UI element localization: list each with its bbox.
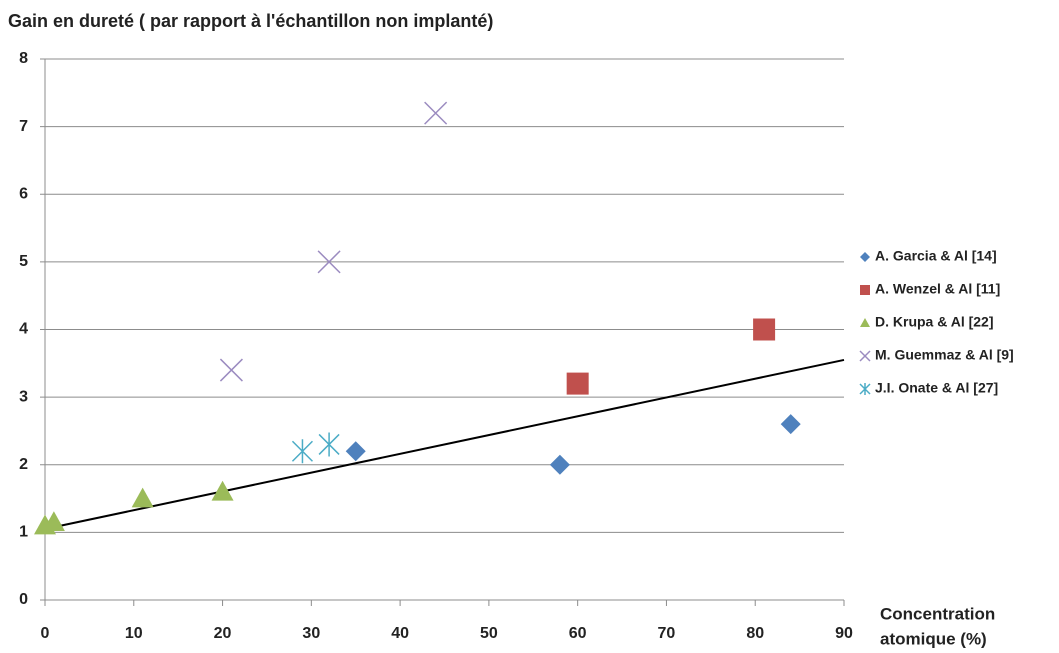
- legend-label: A. Garcia & Al [14]: [875, 248, 997, 264]
- y-tick-label: 4: [19, 321, 28, 338]
- y-tick-label: 2: [19, 456, 28, 473]
- x-tick-label: 20: [214, 625, 232, 642]
- y-tick-label: 6: [19, 185, 28, 202]
- legend-label: D. Krupa & Al [22]: [875, 314, 994, 330]
- y-tick-label: 5: [19, 253, 28, 270]
- x-tick-label: 40: [391, 625, 409, 642]
- chart-title: Gain en dureté ( par rapport à l'échanti…: [8, 11, 493, 31]
- x-tick-label: 70: [658, 625, 676, 642]
- x-axis-label: Concentration: [880, 604, 995, 623]
- marker: [291, 439, 313, 464]
- marker: [42, 511, 65, 532]
- legend: A. Garcia & Al [14] A. Wenzel & Al [11] D.…: [859, 248, 1014, 396]
- marker: [566, 372, 589, 395]
- y-tick-label: 8: [19, 50, 28, 67]
- marker: [860, 318, 870, 327]
- marker: [318, 432, 340, 457]
- x-tick-label: 50: [480, 625, 498, 642]
- y-tick-label: 7: [19, 118, 28, 135]
- legend-label: J.I. Onate & Al [27]: [875, 380, 998, 396]
- y-tick-label: 1: [19, 524, 28, 541]
- marker: [211, 480, 234, 501]
- legend-label: A. Wenzel & Al [11]: [875, 281, 1000, 297]
- marker: [549, 454, 570, 475]
- y-tick-label: 3: [19, 388, 28, 405]
- marker: [424, 101, 448, 125]
- marker: [859, 350, 871, 362]
- marker: [131, 487, 154, 508]
- marker: [860, 285, 870, 295]
- marker: [859, 383, 871, 395]
- marker: [317, 250, 341, 274]
- marker: [860, 252, 870, 262]
- legend-label: M. Guemmaz & Al [9]: [875, 347, 1014, 363]
- trendline: [44, 358, 845, 530]
- x-tick-label: 10: [125, 625, 143, 642]
- marker: [753, 318, 776, 341]
- x-tick-label: 80: [746, 625, 764, 642]
- x-tick-label: 30: [302, 625, 320, 642]
- marker: [345, 441, 366, 462]
- x-tick-label: 90: [835, 625, 853, 642]
- marker: [219, 358, 243, 382]
- x-tick-label: 60: [569, 625, 587, 642]
- y-tick-label: 0: [19, 591, 28, 608]
- x-axis-label: atomique (%): [880, 629, 987, 648]
- x-tick-label: 0: [41, 625, 50, 642]
- marker: [780, 414, 801, 435]
